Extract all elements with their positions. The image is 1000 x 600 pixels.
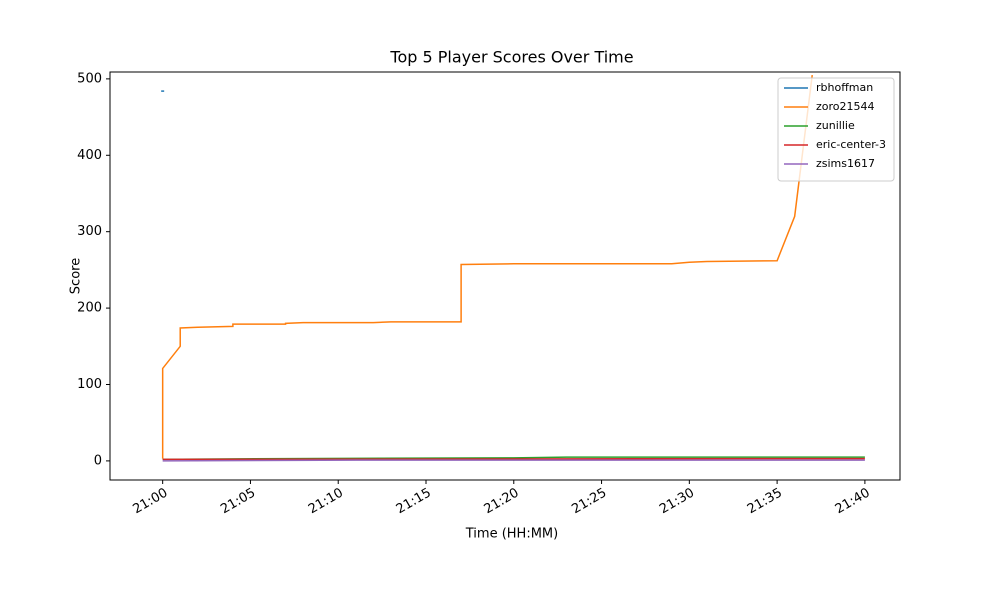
y-tick-label: 0 [94,453,102,468]
legend-label: zsims1617 [816,157,875,170]
series-line [162,457,865,461]
x-axis-label: Time (HH:MM) [465,527,558,542]
axes-frame [109,71,901,481]
chart-title: Top 5 Player Scores Over Time [389,48,633,67]
y-tick-label: 500 [77,71,102,86]
series-line [162,459,865,462]
legend-label: zunillie [816,119,855,132]
legend-label: rbhoffman [816,81,873,94]
legend-label: zoro21544 [816,100,875,113]
y-axis-label: Score [69,258,84,294]
legend: rbhoffman zoro21544 zunillie eric-center-3 z… [777,77,895,182]
legend-box [777,77,895,182]
y-tick-label: 300 [77,224,102,239]
y-tick-label: 100 [77,377,102,392]
y-tick-label: 400 [77,148,102,163]
plot-area [161,74,865,462]
legend-label: eric-center-3 [816,138,886,151]
series-line [161,74,813,459]
y-tick-label: 200 [77,301,102,316]
